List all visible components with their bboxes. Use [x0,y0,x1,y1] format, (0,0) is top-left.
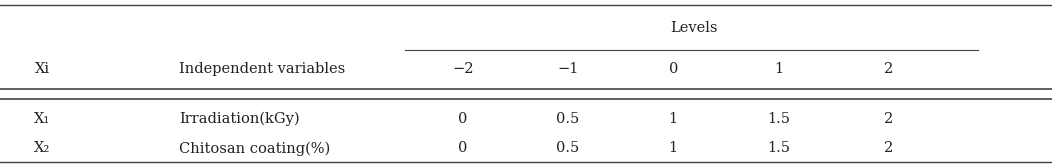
Text: Xi: Xi [35,62,49,76]
Text: 0.5: 0.5 [557,142,580,155]
Text: −2: −2 [452,62,473,76]
Text: −1: −1 [558,62,579,76]
Text: 0.5: 0.5 [557,112,580,126]
Text: 1.5: 1.5 [767,142,790,155]
Text: Irradiation(kGy): Irradiation(kGy) [179,112,300,126]
Text: Independent variables: Independent variables [179,62,345,76]
Text: Levels: Levels [670,21,719,35]
Text: 2: 2 [885,142,893,155]
Text: 2: 2 [885,62,893,76]
Text: 1: 1 [669,142,677,155]
Text: 1: 1 [774,62,783,76]
Text: 2: 2 [885,112,893,126]
Text: 0: 0 [669,62,677,76]
Text: 1.5: 1.5 [767,112,790,126]
Text: 0: 0 [459,112,467,126]
Text: X₂: X₂ [34,142,50,155]
Text: 0: 0 [459,142,467,155]
Text: X₁: X₁ [34,112,50,126]
Text: Chitosan coating(%): Chitosan coating(%) [179,141,330,156]
Text: 1: 1 [669,112,677,126]
